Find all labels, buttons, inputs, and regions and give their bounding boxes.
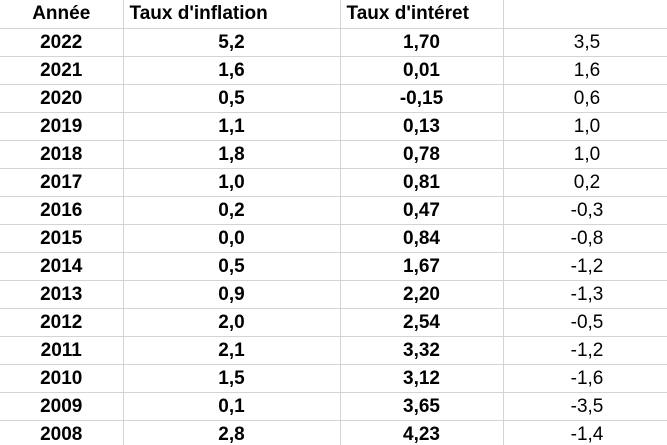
table-row: 2009 0,1 3,65 -3,5: [0, 392, 667, 421]
cell-inflation[interactable]: 0,9: [123, 280, 341, 309]
cell-inflation[interactable]: 0,2: [123, 196, 341, 225]
cell-difference[interactable]: 1,0: [503, 140, 667, 169]
table-row: 2008 2,8 4,23 -1,4: [0, 420, 667, 445]
cell-rate[interactable]: 0,13: [340, 112, 504, 141]
table-row: 2010 1,5 3,12 -1,6: [0, 364, 667, 393]
cell-difference[interactable]: -1,3: [503, 280, 667, 309]
cell-rate[interactable]: 2,20: [340, 280, 504, 309]
header-cell-year[interactable]: Année: [0, 0, 124, 29]
table-row: 2016 0,2 0,47 -0,3: [0, 196, 667, 225]
header-row: Année Taux d'inflation Taux d'intéret: [0, 0, 667, 29]
cell-rate[interactable]: 0,84: [340, 224, 504, 253]
table-row: 2013 0,9 2,20 -1,3: [0, 280, 667, 309]
cell-rate[interactable]: 0,01: [340, 56, 504, 85]
cell-rate[interactable]: -0,15: [340, 84, 504, 113]
cell-inflation[interactable]: 1,1: [123, 112, 341, 141]
cell-year[interactable]: 2008: [0, 420, 124, 445]
cell-difference[interactable]: -1,4: [503, 420, 667, 445]
cell-inflation[interactable]: 1,6: [123, 56, 341, 85]
cell-inflation[interactable]: 1,8: [123, 140, 341, 169]
cell-rate[interactable]: 0,81: [340, 168, 504, 197]
cell-difference[interactable]: -1,2: [503, 252, 667, 281]
cell-year[interactable]: 2014: [0, 252, 124, 281]
cell-year[interactable]: 2013: [0, 280, 124, 309]
cell-year[interactable]: 2012: [0, 308, 124, 337]
cell-year[interactable]: 2018: [0, 140, 124, 169]
cell-difference[interactable]: -1,2: [503, 336, 667, 365]
table-row: 2022 5,2 1,70 3,5: [0, 28, 667, 57]
cell-inflation[interactable]: 0,1: [123, 392, 341, 421]
cell-rate[interactable]: 2,54: [340, 308, 504, 337]
cell-year[interactable]: 2017: [0, 168, 124, 197]
cell-inflation[interactable]: 2,8: [123, 420, 341, 445]
cell-difference[interactable]: 0,2: [503, 168, 667, 197]
cell-inflation[interactable]: 2,0: [123, 308, 341, 337]
cell-difference[interactable]: -0,5: [503, 308, 667, 337]
header-cell-inflation[interactable]: Taux d'inflation: [123, 0, 341, 29]
cell-year[interactable]: 2009: [0, 392, 124, 421]
cell-inflation[interactable]: 1,5: [123, 364, 341, 393]
table-row: 2014 0,5 1,67 -1,2: [0, 252, 667, 281]
cell-difference[interactable]: 1,0: [503, 112, 667, 141]
cell-inflation[interactable]: 0,5: [123, 252, 341, 281]
cell-difference[interactable]: -1,6: [503, 364, 667, 393]
cell-rate[interactable]: 3,65: [340, 392, 504, 421]
table-row: 2020 0,5 -0,15 0,6: [0, 84, 667, 113]
cell-year[interactable]: 2015: [0, 224, 124, 253]
header-cell-rate[interactable]: Taux d'intéret: [340, 0, 504, 29]
cell-year[interactable]: 2011: [0, 336, 124, 365]
cell-rate[interactable]: 3,32: [340, 336, 504, 365]
cell-rate[interactable]: 0,78: [340, 140, 504, 169]
table-row: 2017 1,0 0,81 0,2: [0, 168, 667, 197]
cell-difference[interactable]: -0,3: [503, 196, 667, 225]
table-row: 2019 1,1 0,13 1,0: [0, 112, 667, 141]
table-row: 2018 1,8 0,78 1,0: [0, 140, 667, 169]
cell-year[interactable]: 2021: [0, 56, 124, 85]
cell-year[interactable]: 2022: [0, 28, 124, 57]
cell-inflation[interactable]: 5,2: [123, 28, 341, 57]
table-row: 2021 1,6 0,01 1,6: [0, 56, 667, 85]
cell-rate[interactable]: 0,47: [340, 196, 504, 225]
cell-year[interactable]: 2010: [0, 364, 124, 393]
cell-year[interactable]: 2019: [0, 112, 124, 141]
cell-rate[interactable]: 1,70: [340, 28, 504, 57]
table-row: 2015 0,0 0,84 -0,8: [0, 224, 667, 253]
header-cell-empty[interactable]: [503, 0, 667, 29]
cell-difference[interactable]: 0,6: [503, 84, 667, 113]
cell-difference[interactable]: 1,6: [503, 56, 667, 85]
cell-difference[interactable]: -0,8: [503, 224, 667, 253]
cell-inflation[interactable]: 1,0: [123, 168, 341, 197]
cell-difference[interactable]: 3,5: [503, 28, 667, 57]
cell-rate[interactable]: 3,12: [340, 364, 504, 393]
cell-year[interactable]: 2020: [0, 84, 124, 113]
table-row: 2011 2,1 3,32 -1,2: [0, 336, 667, 365]
cell-inflation[interactable]: 0,0: [123, 224, 341, 253]
cell-rate[interactable]: 1,67: [340, 252, 504, 281]
cell-inflation[interactable]: 2,1: [123, 336, 341, 365]
cell-difference[interactable]: -3,5: [503, 392, 667, 421]
cell-rate[interactable]: 4,23: [340, 420, 504, 445]
cell-inflation[interactable]: 0,5: [123, 84, 341, 113]
table-row: 2012 2,0 2,54 -0,5: [0, 308, 667, 337]
cell-year[interactable]: 2016: [0, 196, 124, 225]
